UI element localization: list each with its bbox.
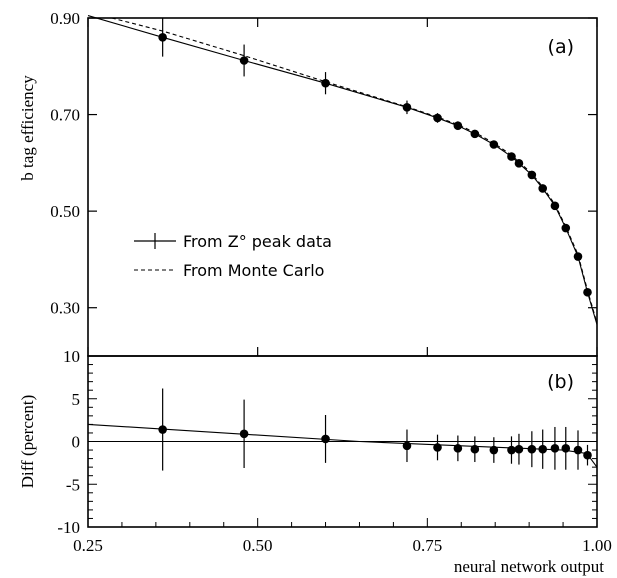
z-peak-data-curve xyxy=(87,15,598,325)
panel-b-data-point xyxy=(433,443,442,452)
panel-a-data-point xyxy=(158,33,167,42)
panel-b-data-point xyxy=(239,429,249,439)
panel-a-data-point xyxy=(402,103,412,112)
panel-a-ytick-label: 0.70 xyxy=(50,106,80,125)
panel-a-data-point xyxy=(573,252,583,261)
panel-b-data-point xyxy=(489,445,499,455)
panel-a-ytick-label: 0.30 xyxy=(50,299,80,318)
panel-b: -10 -5 0 5 10 0.25 0.50 0.75 1.00 Diff (percent) n… xyxy=(18,347,612,576)
panel-b-data-point xyxy=(321,434,330,444)
panel-a-data-point xyxy=(538,184,548,193)
panel-a-data-point xyxy=(470,129,480,139)
panel-b-data-point xyxy=(550,444,560,453)
panel-b-ytick-label: 5 xyxy=(72,390,81,409)
panel-b-label: (b) xyxy=(547,371,574,393)
panel-a-legend: From Z° peak data From Monte Carlo xyxy=(134,232,332,280)
panel-a-data-point xyxy=(550,201,560,211)
panel-b-data-point xyxy=(583,450,592,460)
panel-b-ytick-label: 0 xyxy=(72,433,81,452)
panel-a-frame xyxy=(87,17,598,357)
panel-a-label: (a) xyxy=(548,36,574,58)
panel-b-data-point xyxy=(527,444,537,454)
panel-b-ytick-label: -10 xyxy=(57,518,80,537)
panel-b-data-point xyxy=(402,441,412,451)
panel-b-xtick-label: 0.50 xyxy=(243,536,273,555)
panel-b-y-axis-title: Diff (percent) xyxy=(18,395,37,489)
panel-a-ytick-label: 0.50 xyxy=(50,202,80,221)
panel-b-data-point xyxy=(514,444,524,454)
legend-label-z-peak: From Z° peak data xyxy=(183,232,332,251)
panel-b-xtick-label: 0.75 xyxy=(412,536,442,555)
panel-a-y-axis-title: b tag efficiency xyxy=(18,75,37,181)
panel-a-data-point xyxy=(453,121,463,130)
panel-a-data-point xyxy=(561,223,571,233)
panel-b-data-point xyxy=(538,444,548,454)
panel-a-data-point xyxy=(583,287,592,297)
panel-a-data-point xyxy=(489,140,499,149)
panel-a: 0.30 0.50 0.70 0.90 b tag efficiency (a) From … xyxy=(18,9,598,357)
panel-a-data-point xyxy=(239,56,249,65)
panel-b-data-point xyxy=(453,444,463,453)
panel-a-data-point xyxy=(514,159,524,168)
panel-a-data-point xyxy=(527,170,537,180)
panel-b-data-point xyxy=(573,445,583,455)
panel-b-xtick-label: 1.00 xyxy=(582,536,612,555)
panel-a-data-point xyxy=(433,113,442,123)
panel-b-data-point xyxy=(470,444,480,454)
panel-a-ytick-label: 0.90 xyxy=(50,9,80,28)
panel-b-ytick-label: 10 xyxy=(63,347,80,366)
panel-b-data-point xyxy=(158,425,167,434)
legend-label-monte-carlo: From Monte Carlo xyxy=(183,261,324,280)
panel-b-data-point xyxy=(507,445,516,455)
panel-b-ytick-label: -5 xyxy=(66,475,80,494)
panel-a-data-point xyxy=(321,78,330,88)
panel-b-xtick-label: 0.25 xyxy=(73,536,103,555)
x-axis-title: neural network output xyxy=(454,557,604,576)
panel-a-data-point xyxy=(507,152,516,161)
panel-b-data-point xyxy=(561,444,571,453)
